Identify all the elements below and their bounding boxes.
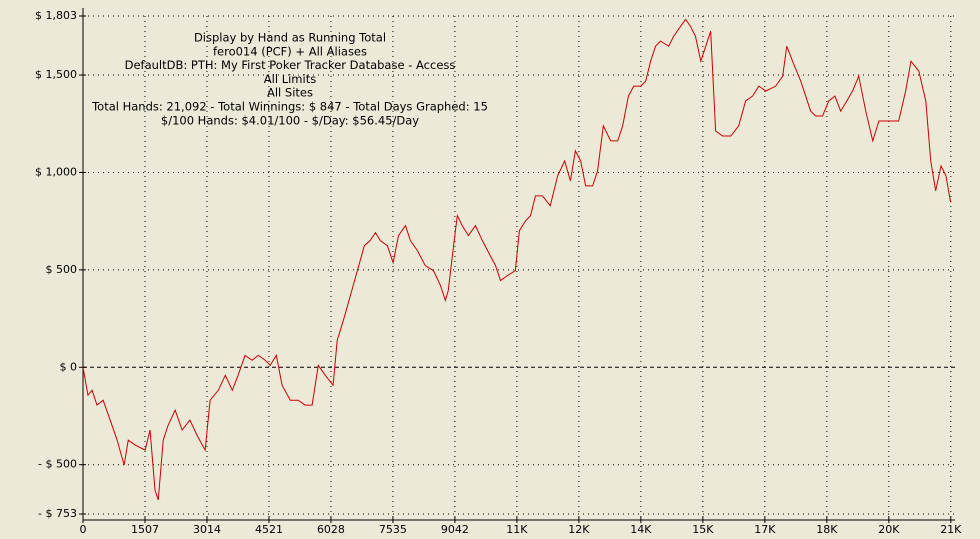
x-tick-label: 14K	[630, 523, 652, 536]
y-tick-label: - $ 753	[38, 507, 77, 520]
grid	[79, 8, 955, 523]
y-tick-label: $ 500	[46, 263, 78, 276]
chart-title-line: Display by Hand as Running Total	[194, 31, 386, 45]
x-tick-label: 15K	[692, 523, 714, 536]
x-tick-label: 17K	[754, 523, 776, 536]
chart-title-line: All Sites	[267, 86, 313, 100]
line	[82, 18, 952, 501]
x-tick-label: 4521	[255, 523, 283, 536]
chart-title-line: All Limits	[264, 72, 316, 86]
x-tick-label: 0	[80, 523, 87, 536]
x-tick-label: 18K	[816, 523, 838, 536]
marks	[82, 18, 952, 501]
x-tick-label: 20K	[878, 523, 900, 536]
x-tick-label: 1507	[131, 523, 159, 536]
labels: - $ 753 - $ 500 $ 0 $ 500 $ 1,000 $ 1,500 $ 1,…	[35, 9, 962, 536]
x-tick-label: 9042	[441, 523, 469, 536]
chart-title-line: $/100 Hands: $4.01/100 - $/Day: $56.45/D…	[161, 113, 419, 127]
y-tick-label: - $ 500	[38, 458, 77, 471]
chart-title-line: fero014 (PCF) + All Aliases	[213, 44, 367, 58]
y-tick-label: $ 0	[60, 360, 78, 373]
chart-title-line: Total Hands: 21,092 - Total Winnings: $ …	[91, 100, 488, 114]
x-tick-label: 7535	[379, 523, 407, 536]
x-tick-label: 3014	[193, 523, 221, 536]
x-tick-label: 21K	[940, 523, 962, 536]
y-tick-label: $ 1,500	[35, 68, 77, 81]
y-tick-label: $ 1,000	[35, 165, 77, 178]
x-tick-label: 12K	[568, 523, 590, 536]
x-tick-label: 11K	[506, 523, 528, 536]
x-tick-label: 6028	[317, 523, 345, 536]
chart-title-line: DefaultDB: PTH: My First Poker Tracker D…	[125, 58, 456, 72]
y-tick-label: $ 1,803	[35, 9, 77, 22]
